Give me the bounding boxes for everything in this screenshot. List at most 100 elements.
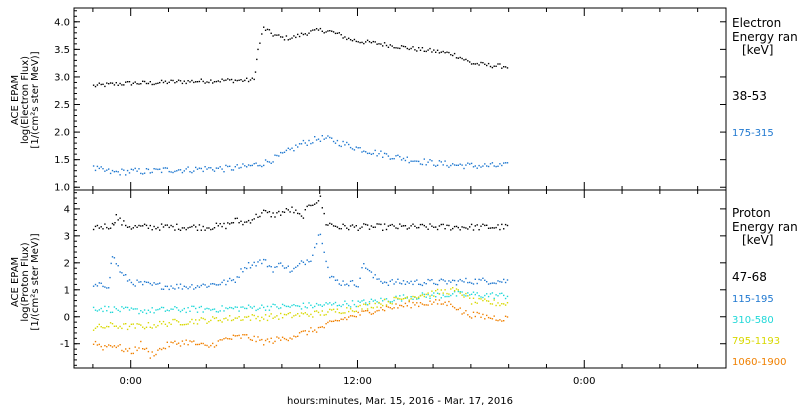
point-top-s0-1-9 — [128, 81, 131, 83]
point-bottom-s1-29-6 — [463, 281, 465, 283]
point-bottom-s1-27-8 — [429, 279, 431, 282]
point-bottom-s2-1-2 — [115, 308, 117, 310]
point-bottom-s2-4-4 — [176, 307, 178, 309]
point-bottom-s4-13-8 — [315, 331, 318, 333]
point-bottom-s2-17-7 — [427, 293, 429, 296]
point-bottom-s3-9-3 — [268, 315, 271, 317]
point-top-s0-0-6 — [104, 85, 106, 88]
point-top-s0-15-3 — [306, 34, 308, 36]
point-bottom-s0-17-3 — [306, 205, 308, 208]
point-bottom-s3-7-1 — [227, 319, 229, 321]
point-top-s0-29-8 — [504, 66, 507, 68]
point-top-s1-26-5 — [499, 163, 501, 165]
point-bottom-s1-17-3 — [306, 259, 308, 261]
point-bottom-s4-14-1 — [321, 326, 323, 328]
point-top-s0-22-1 — [378, 43, 380, 45]
point-bottom-s1-29-5 — [461, 280, 463, 282]
point-bottom-s0-24-2 — [399, 223, 401, 225]
point-bottom-s2-8-1 — [246, 307, 248, 310]
point-bottom-s3-18-0 — [433, 295, 435, 297]
point-top-s1-21-2 — [399, 156, 401, 158]
point-bottom-s2-15-5 — [385, 298, 388, 300]
point-bottom-s3-22-7 — [503, 303, 505, 305]
point-bottom-s2-10-4 — [289, 306, 291, 308]
point-bottom-s3-17-3 — [419, 295, 422, 297]
point-top-s1-8-5 — [253, 163, 255, 165]
point-bottom-s1-27-9 — [431, 279, 433, 281]
point-top-s0-14-2 — [295, 36, 297, 39]
point-bottom-s4-5-6 — [160, 348, 163, 351]
point-bottom-s2-17-2 — [418, 297, 420, 300]
point-bottom-s1-4-5 — [140, 281, 142, 283]
point-bottom-s2-6-6 — [217, 311, 219, 313]
point-top-s0-17-3 — [325, 31, 327, 33]
point-bottom-s1-3-1 — [123, 274, 125, 276]
point-top-s1-7-6 — [236, 164, 238, 166]
point-bottom-s3-5-3 — [193, 322, 195, 325]
point-bottom-s1-8-4 — [213, 283, 216, 285]
point-bottom-s3-3-5 — [159, 320, 161, 323]
point-bottom-s4-9-8 — [240, 337, 242, 339]
point-bottom-s2-20-4 — [478, 295, 480, 297]
point-bottom-s4-4-2 — [143, 348, 146, 350]
point-top-s0-3-7 — [162, 81, 165, 84]
point-top-s0-27-2 — [465, 58, 467, 61]
point-top-s1-21-4 — [402, 157, 405, 160]
point-top-s1-18-0 — [348, 143, 350, 146]
point-bottom-s2-10-2 — [285, 305, 288, 308]
point-bottom-s0-16-2 — [295, 209, 297, 211]
point-top-s0-28-9 — [487, 62, 490, 65]
point-top-s0-0-9 — [109, 82, 112, 84]
point-bottom-s1-4-3 — [136, 279, 138, 281]
point-top-s0-6-9 — [223, 79, 225, 82]
point-top-s1-18-2 — [351, 148, 354, 150]
point-bottom-s3-3-2 — [153, 324, 155, 326]
point-bottom-s1-9-0 — [225, 283, 227, 286]
point-bottom-s2-17-4 — [421, 292, 424, 294]
point-bottom-s3-0-4 — [100, 326, 102, 328]
point-top-s0-24-2 — [418, 47, 420, 49]
point-top-s0-28-5 — [480, 61, 482, 64]
point-bottom-s2-5-5 — [196, 311, 199, 313]
point-bottom-s1-13-3 — [268, 265, 271, 267]
point-bottom-s3-2-8 — [145, 326, 148, 328]
point-bottom-s2-18-0 — [433, 292, 435, 294]
point-bottom-s1-6-7 — [181, 288, 184, 290]
point-bottom-s3-18-3 — [438, 293, 441, 295]
point-bottom-s0-5-8 — [164, 224, 167, 226]
point-bottom-s2-8-5 — [253, 305, 255, 308]
point-top-s1-18-3 — [353, 149, 356, 151]
point-bottom-s0-15-3 — [287, 209, 289, 211]
point-bottom-s2-14-6 — [368, 301, 371, 303]
point-bottom-s3-18-8 — [448, 293, 450, 295]
point-top-s0-11-2 — [266, 28, 269, 31]
point-top-s1-19-3 — [363, 150, 365, 152]
point-bottom-s1-7-9 — [204, 284, 206, 286]
point-bottom-s1-25-1 — [387, 284, 390, 286]
point-bottom-s0-3-2 — [125, 224, 127, 227]
point-bottom-s2-20-7 — [484, 294, 486, 297]
point-top-s0-11-1 — [264, 29, 267, 31]
point-bottom-s2-16-3 — [400, 300, 403, 302]
point-bottom-s4-17-3 — [382, 309, 384, 311]
point-bottom-s0-17-2 — [304, 209, 306, 211]
point-top-s1-3-7 — [162, 167, 165, 169]
point-bottom-s0-7-3 — [193, 224, 195, 226]
point-top-s0-2-2 — [134, 81, 136, 83]
point-top-s0-25-9 — [450, 54, 452, 56]
point-top-s0-5-7 — [200, 78, 202, 80]
point-top-s0-13-0 — [281, 36, 284, 38]
bottom-legend-series-310-580: 310-580 — [732, 315, 774, 326]
point-top-s0-18-0 — [329, 30, 331, 32]
point-bottom-s2-6-7 — [219, 310, 221, 312]
point-top-s1-4-7 — [181, 171, 184, 174]
point-bottom-s0-19-2 — [323, 212, 325, 215]
point-bottom-s4-13-2 — [304, 330, 306, 332]
point-top-s1-8-3 — [249, 164, 252, 167]
point-bottom-s3-7-5 — [234, 317, 236, 319]
point-top-s0-2-3 — [136, 83, 138, 85]
point-bottom-s2-19-9 — [469, 294, 471, 296]
point-top-s1-26-3 — [495, 165, 497, 168]
point-bottom-s2-5-0 — [187, 307, 189, 309]
